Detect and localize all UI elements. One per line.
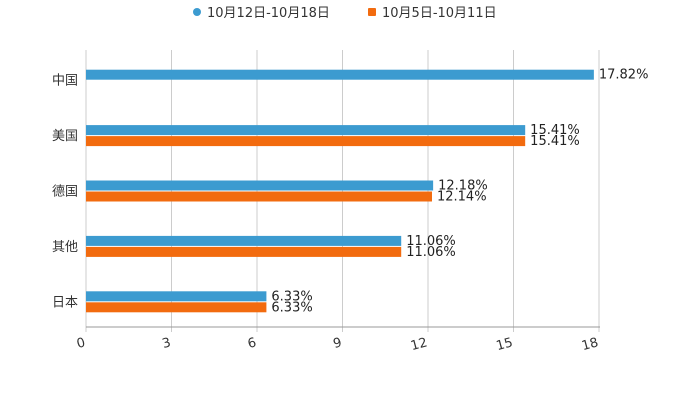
x-tick-label: 12 [409, 335, 429, 354]
data-label-series-2: 6.33% [271, 300, 312, 315]
bar-series-1 [86, 180, 434, 191]
gridlines [85, 50, 600, 332]
x-tick-label: 0 [75, 335, 87, 352]
data-label-series-1: 11.06% [406, 234, 456, 249]
bar-series-1 [86, 291, 267, 302]
bar-series-2 [86, 246, 402, 257]
bar-series-2 [86, 191, 432, 202]
legend: 10月12日-10月18日 10月5日-10月11日 [193, 6, 497, 21]
x-tick-label: 6 [246, 335, 258, 352]
data-label-series-2: 11.06% [406, 245, 456, 260]
category-label: 其他 [52, 240, 78, 255]
data-label-series-1: 6.33% [271, 289, 312, 304]
data-label-series-1: 12.18% [438, 179, 488, 194]
data-label-series-1: 17.82% [599, 68, 649, 83]
bars: 17.82% 15.41%15.41% 12.18%12.14% 11.06%11.0… [86, 68, 649, 315]
category-label: 中国 [52, 74, 78, 89]
category-label: 德国 [52, 185, 78, 200]
bar-series-1 [86, 125, 526, 136]
legend-marker-series-1 [193, 8, 201, 16]
bar-series-2 [86, 302, 267, 313]
bar-series-2 [86, 136, 526, 147]
value-axis: 0 3 6 9 12 15 18 [75, 335, 600, 354]
legend-marker-series-2 [368, 8, 376, 16]
x-tick-label: 18 [580, 335, 600, 354]
x-tick-label: 15 [495, 335, 515, 354]
category-label: 美国 [52, 129, 78, 144]
category-label: 日本 [52, 295, 78, 310]
x-tick-label: 9 [332, 335, 344, 352]
data-label-series-2: 12.14% [437, 190, 487, 205]
legend-label-series-2: 10月5日-10月11日 [382, 6, 497, 21]
x-tick-label: 3 [161, 335, 173, 352]
bar-series-1 [86, 69, 594, 80]
legend-label-series-1: 10月12日-10月18日 [207, 6, 330, 21]
bar-series-1 [86, 235, 402, 246]
data-label-series-2: 15.41% [530, 134, 580, 149]
data-label-series-1: 15.41% [530, 123, 580, 138]
